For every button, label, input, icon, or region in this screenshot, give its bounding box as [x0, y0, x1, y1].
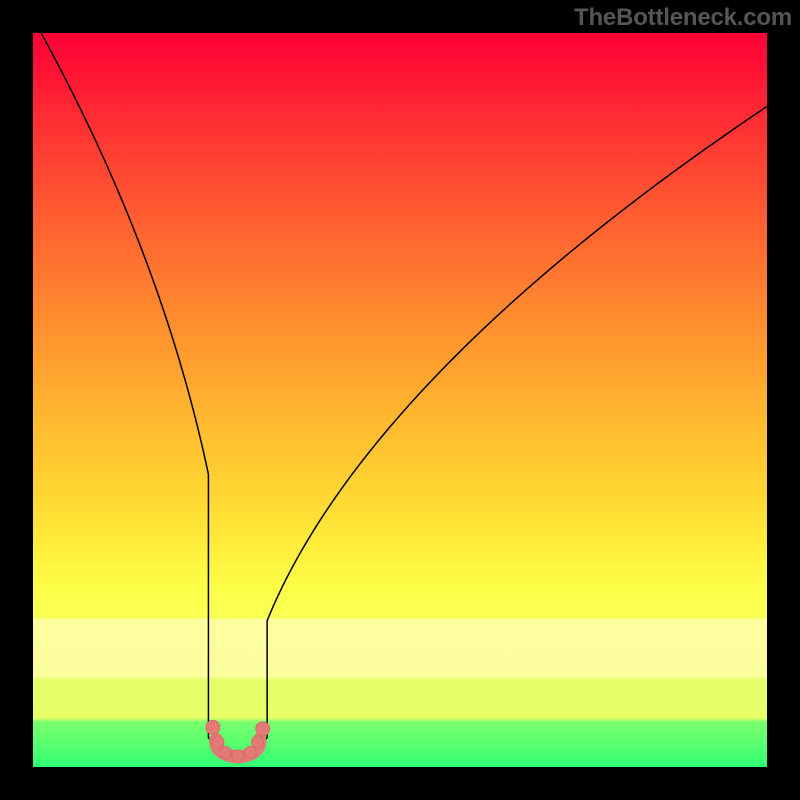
plot-area — [33, 33, 767, 767]
outer-frame: TheBottleneck.com — [0, 0, 800, 800]
watermark-text: TheBottleneck.com — [574, 4, 792, 32]
